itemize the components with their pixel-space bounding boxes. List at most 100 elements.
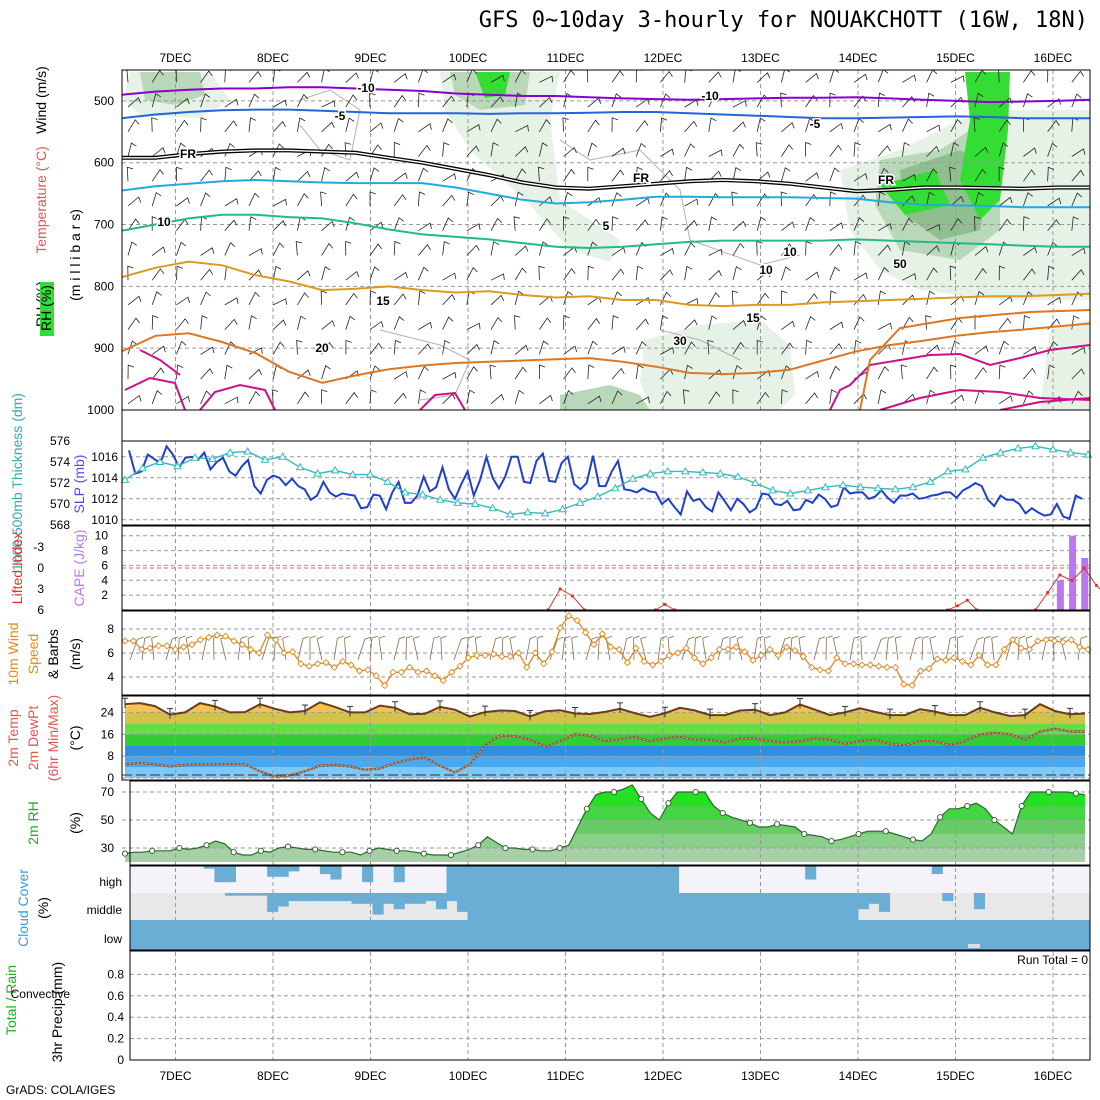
wind10m-point: [163, 642, 171, 650]
upper-wind-barb: [707, 339, 714, 355]
cloud-cell: [668, 866, 680, 893]
upper-wind-barb: [369, 365, 380, 380]
upper-wind-barb: [200, 70, 213, 83]
upper-wind-barb: [466, 322, 481, 330]
upper-wind-barb: [393, 271, 408, 281]
upper-wind-barb: [248, 315, 257, 330]
upper-wind-barb: [321, 70, 330, 83]
upper-wind-barb: [490, 74, 505, 83]
upper-wind-barb: [708, 93, 720, 108]
upper-wind-barb: [682, 389, 690, 404]
contour-label: -5: [335, 109, 346, 123]
cloud-cell: [130, 920, 142, 950]
temp-tick-label: 0: [107, 771, 114, 785]
upper-wind-barb: [369, 191, 376, 206]
thickness-point: [120, 475, 130, 483]
upper-wind-barb: [1023, 216, 1030, 231]
rh-shading-area: [440, 72, 620, 262]
surface-wind-barb: [429, 635, 440, 661]
surface-wind-barb: [185, 635, 193, 661]
upper-wind-barb: [224, 242, 236, 256]
x-tick-label-top: 16DEC: [1034, 51, 1073, 65]
wind10m-point: [933, 655, 941, 663]
x-tick-label-bottom: 12DEC: [644, 1069, 683, 1083]
upper-wind-barb: [1023, 70, 1036, 83]
upper-wind-barb: [127, 196, 142, 207]
upper-wind-barb: [902, 173, 917, 182]
cloud-cell: [678, 893, 690, 920]
cloud-cell: [393, 893, 405, 910]
upper-wind-barb: [442, 339, 451, 355]
surface-wind-barb: [921, 635, 929, 661]
upper-wind-barb: [539, 241, 549, 256]
upper-wind-barb: [563, 191, 573, 207]
upper-wind-barb: [272, 265, 282, 281]
surface-wind-barb: [956, 635, 964, 661]
rh2m-point: [719, 809, 726, 817]
wind10m-point: [422, 667, 431, 675]
contour-label: FR: [633, 171, 649, 185]
upper-wind-barb: [950, 118, 962, 132]
upper-wind-barb: [151, 246, 166, 256]
upper-wind-barb: [345, 72, 359, 83]
cloud-cell: [404, 920, 416, 950]
surface-wind-barb: [465, 635, 475, 661]
wind10m-point: [305, 662, 313, 670]
upper-wind-barb: [200, 268, 214, 281]
upper-wind-barb: [853, 142, 861, 157]
thickness-point: [278, 452, 287, 460]
upper-wind-barb: [297, 193, 309, 207]
wind10m-point: [221, 632, 230, 640]
thickness-tick-label: 574: [50, 455, 70, 469]
surface-wind-barb: [561, 635, 571, 661]
upper-wind-barb: [731, 191, 738, 207]
cloud-cell: [393, 866, 405, 883]
upper-wind-barb: [998, 317, 1012, 330]
wind10m-point: [883, 663, 891, 672]
upper-wind-barb: [297, 292, 309, 306]
wind10m-point: [431, 672, 439, 680]
cloud-cell: [1058, 920, 1070, 950]
rh-axis-label-overlay: RH (%): [38, 285, 54, 331]
upper-wind-barb: [418, 244, 431, 256]
upper-wind-barb: [877, 223, 892, 232]
upper-wind-barb: [490, 96, 504, 108]
temp-tick-label: 24: [101, 705, 115, 719]
cloud-cell: [203, 866, 215, 869]
upper-wind-barb: [466, 123, 481, 133]
upper-wind-barb: [755, 142, 763, 157]
thickness-point: [558, 504, 568, 513]
upper-wind-barb: [514, 315, 521, 330]
upper-wind-barb: [902, 393, 916, 405]
upper-wind-barb: [926, 168, 938, 182]
cloud-cell: [340, 920, 353, 950]
upper-wind-barb: [708, 216, 717, 231]
surface-wind-barb: [393, 636, 406, 661]
upper-wind-barb: [466, 366, 478, 380]
wind10m-point: [1025, 645, 1034, 654]
upper-wind-barb: [151, 169, 165, 182]
upper-wind-barb: [151, 191, 162, 207]
thickness-point: [978, 453, 988, 461]
upper-wind-barb: [1023, 390, 1034, 404]
upper-wind-barb: [515, 124, 529, 133]
thickness-point: [768, 485, 778, 494]
wind10m-point: [724, 645, 732, 654]
upper-wind-barb: [345, 94, 358, 108]
upper-wind-barb: [271, 389, 279, 404]
wind10m-point: [489, 650, 498, 658]
upper-wind-barb: [369, 290, 377, 305]
upper-wind-barb: [248, 117, 257, 132]
cloud-cell: [446, 893, 458, 902]
cloud-cell: [594, 866, 606, 893]
upper-wind-barb: [369, 389, 377, 404]
upper-wind-barb: [393, 240, 401, 256]
upper-wind-barb: [998, 364, 1006, 380]
cloud-cell: [362, 920, 374, 950]
upper-wind-barb: [393, 371, 408, 380]
wind-tick-label: 8: [107, 622, 114, 636]
upper-wind-barb: [466, 244, 480, 256]
wind10m-axis-label-4: (m/s): [67, 638, 83, 670]
upper-wind-barb: [297, 117, 306, 132]
cloud-cell: [488, 866, 500, 893]
